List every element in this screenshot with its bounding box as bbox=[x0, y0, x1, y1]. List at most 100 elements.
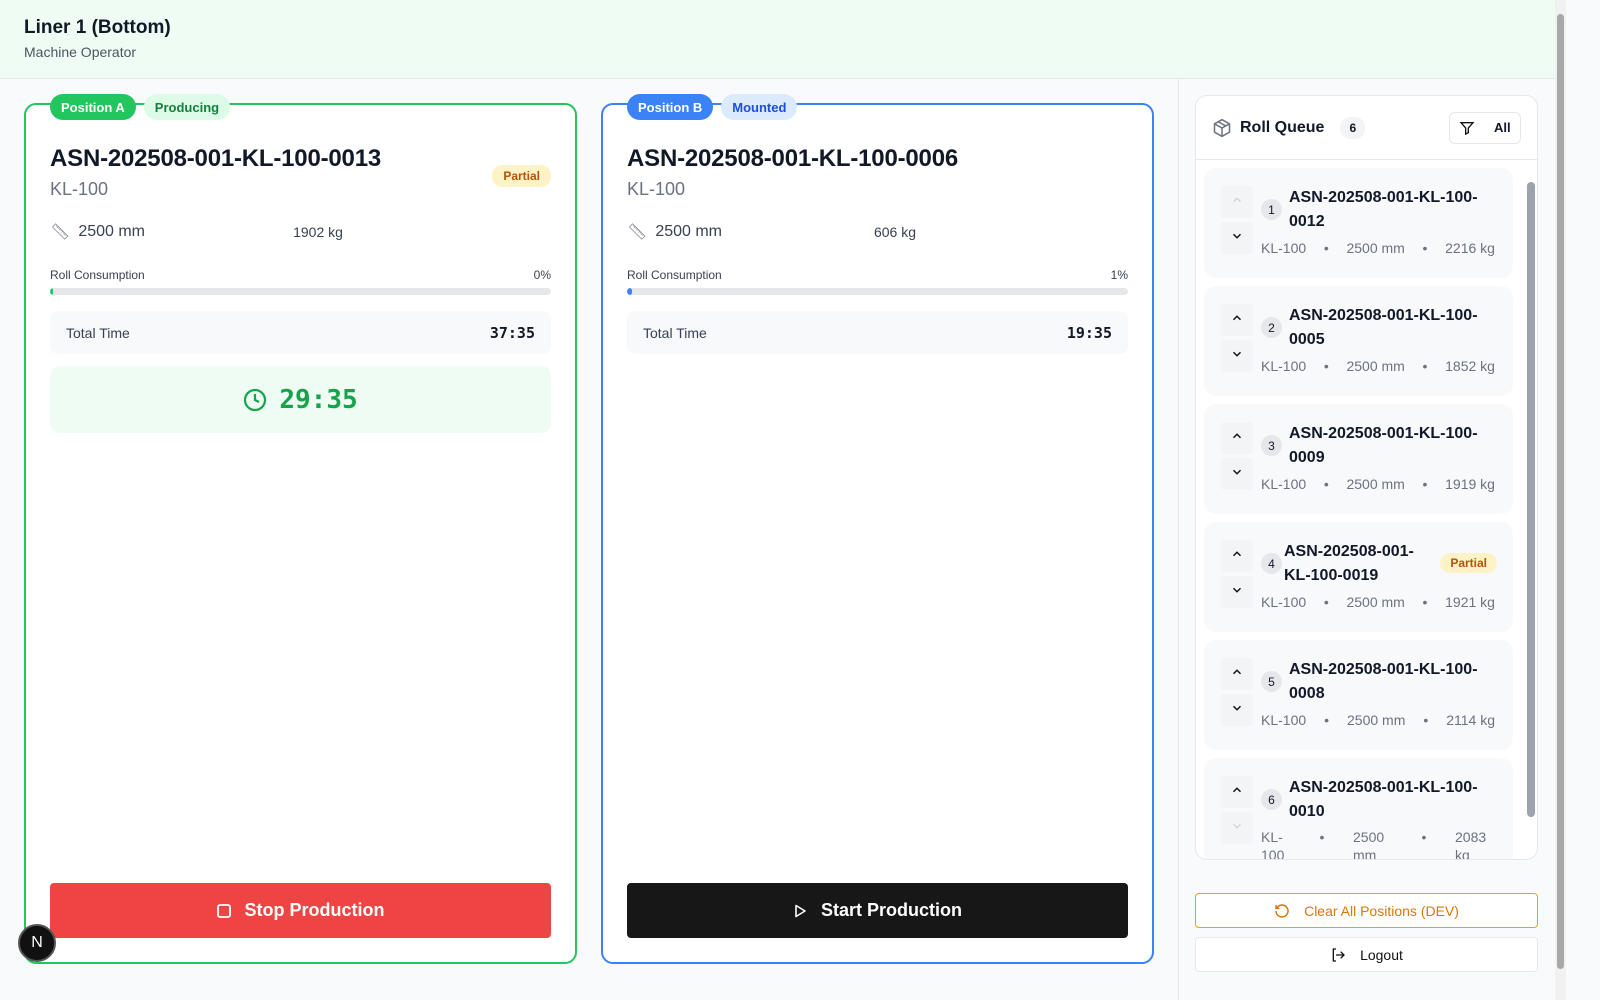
queue-scrollbar[interactable] bbox=[1527, 166, 1535, 856]
position-label: Position A bbox=[50, 94, 136, 120]
queue-type: KL-100 bbox=[1261, 358, 1307, 374]
rotate-ccw-icon bbox=[1275, 903, 1289, 918]
position-b-card: Position B Mounted ASN-202508-001-KL-100… bbox=[601, 94, 1154, 964]
chevron-up-icon bbox=[1230, 547, 1244, 566]
chevron-down-icon bbox=[1230, 347, 1244, 366]
separator: • bbox=[1422, 358, 1428, 374]
queue-asn: ASN-202508-001-KL-100-0010 bbox=[1289, 779, 1478, 820]
move-up-button[interactable] bbox=[1221, 540, 1253, 572]
roll-type: KL-100 bbox=[50, 179, 109, 199]
queue-width: 2500 mm bbox=[1346, 594, 1405, 610]
queue-width: 2500 mm bbox=[1346, 476, 1405, 492]
total-time: Total Time 37:35 bbox=[50, 311, 551, 354]
queue-panel: Roll Queue 6 All 1 ASN-202508-001-KL-100… bbox=[1178, 79, 1555, 1000]
move-up-button[interactable] bbox=[1221, 304, 1253, 336]
move-up-button[interactable] bbox=[1221, 776, 1253, 808]
total-time-label: Total Time bbox=[643, 324, 707, 341]
queue-width: 2500 mm bbox=[1346, 358, 1405, 374]
stop-icon bbox=[216, 903, 231, 918]
queue-asn: ASN-202508-001-KL-100-0005 bbox=[1289, 307, 1478, 348]
queue-list: 1 ASN-202508-001-KL-100-0012 KL-100 • 2500… bbox=[1196, 160, 1521, 859]
move-down-button[interactable] bbox=[1221, 576, 1253, 608]
clear-all-positions-button[interactable]: Clear All Positions (DEV) bbox=[1195, 893, 1538, 928]
roll-width: 2500 mm bbox=[78, 223, 146, 240]
move-down-button bbox=[1221, 812, 1253, 844]
separator: • bbox=[1422, 476, 1428, 492]
queue-width: 2500 mm bbox=[1353, 829, 1385, 859]
queue-weight: 1919 kg bbox=[1445, 476, 1495, 492]
queue-weight: 2083 kg bbox=[1455, 829, 1487, 859]
play-icon bbox=[795, 904, 806, 917]
separator: • bbox=[1421, 829, 1427, 845]
queue-width: 2500 mm bbox=[1347, 712, 1406, 728]
button-label: Clear All Positions (DEV) bbox=[1304, 902, 1459, 919]
roll-type: KL-100 bbox=[627, 179, 686, 199]
queue-weight: 1921 kg bbox=[1445, 594, 1495, 610]
queue-asn: ASN-202508-001-KL-100-0009 bbox=[1289, 425, 1478, 466]
chevron-up-icon bbox=[1230, 311, 1244, 330]
position-a-card: Position A Producing ASN-202508-001-KL-1… bbox=[24, 94, 577, 964]
stop-production-button[interactable]: Stop Production bbox=[50, 883, 551, 938]
total-time-value: 19:35 bbox=[1066, 323, 1112, 342]
start-production-button[interactable]: Start Production bbox=[627, 883, 1128, 938]
queue-item[interactable]: 1 ASN-202508-001-KL-100-0012 KL-100 • 2500… bbox=[1204, 168, 1513, 278]
move-down-button[interactable] bbox=[1221, 340, 1253, 372]
queue-weight: 2114 kg bbox=[1446, 712, 1495, 728]
separator: • bbox=[1319, 829, 1325, 845]
queue-item[interactable]: 3 ASN-202508-001-KL-100-0009 KL-100 • 2500… bbox=[1204, 404, 1513, 514]
queue-item[interactable]: 5 ASN-202508-001-KL-100-0008 KL-100 • 2500… bbox=[1204, 640, 1513, 750]
queue-asn: ASN-202508-001-KL-100-0019 bbox=[1284, 543, 1414, 584]
queue-weight: 1852 kg bbox=[1445, 358, 1495, 374]
chevron-down-icon bbox=[1230, 819, 1244, 838]
queue-asn: ASN-202508-001-KL-100-0008 bbox=[1289, 661, 1478, 702]
roll-weight: 606 kg bbox=[873, 224, 917, 240]
header: Liner 1 (Bottom) Machine Operator bbox=[0, 0, 1555, 79]
move-down-button[interactable] bbox=[1221, 458, 1253, 490]
queue-width: 2500 mm bbox=[1346, 240, 1405, 256]
roll-weight: 1902 kg bbox=[293, 224, 343, 240]
roll-queue: Roll Queue 6 All 1 ASN-202508-001-KL-100… bbox=[1195, 95, 1538, 860]
chevron-up-icon bbox=[1230, 783, 1244, 802]
move-up-button[interactable] bbox=[1221, 658, 1253, 690]
queue-position: 2 bbox=[1261, 317, 1282, 338]
total-time-value: 37:35 bbox=[489, 323, 535, 342]
consumption-bar bbox=[50, 288, 551, 295]
separator: • bbox=[1423, 712, 1429, 728]
move-up-button[interactable] bbox=[1221, 422, 1253, 454]
move-down-button[interactable] bbox=[1221, 222, 1253, 254]
package-icon bbox=[1213, 118, 1231, 137]
queue-item[interactable]: 2 ASN-202508-001-KL-100-0005 KL-100 • 2500… bbox=[1204, 286, 1513, 396]
separator: • bbox=[1422, 594, 1428, 610]
queue-item[interactable]: 6 ASN-202508-001-KL-100-0010 KL-100 • 2500… bbox=[1204, 758, 1513, 859]
status-badge: Producing bbox=[143, 94, 231, 120]
ruler-icon: 📏︎ bbox=[50, 224, 71, 241]
consumption-label: Roll Consumption bbox=[627, 268, 722, 282]
button-label: Start Production bbox=[820, 900, 962, 920]
roll-asn: ASN-202508-001-KL-100-0013 bbox=[50, 145, 381, 172]
filter-label: All bbox=[1494, 120, 1511, 135]
queue-weight: 2216 kg bbox=[1445, 240, 1495, 256]
consumption-bar bbox=[627, 288, 1128, 295]
separator: • bbox=[1422, 240, 1428, 256]
roll-width: 2500 mm bbox=[655, 223, 723, 240]
chevron-down-icon bbox=[1230, 583, 1244, 602]
position-label: Position B bbox=[627, 94, 714, 120]
partial-badge: Partial bbox=[492, 165, 551, 187]
total-time: Total Time 19:35 bbox=[627, 311, 1128, 354]
queue-count: 6 bbox=[1340, 116, 1366, 139]
page-scrollbar[interactable] bbox=[1555, 0, 1566, 1000]
queue-asn: ASN-202508-001-KL-100-0012 bbox=[1289, 189, 1478, 230]
chevron-down-icon bbox=[1230, 465, 1244, 484]
move-down-button[interactable] bbox=[1221, 694, 1253, 726]
logout-button[interactable]: Logout bbox=[1195, 937, 1538, 972]
filter-button[interactable]: All bbox=[1449, 111, 1521, 144]
separator: • bbox=[1323, 358, 1329, 374]
queue-item[interactable]: 4 ASN-202508-001-KL-100-0019 Partial KL-… bbox=[1204, 522, 1513, 632]
dev-tools-badge[interactable]: N bbox=[18, 924, 56, 962]
partial-badge: Partial bbox=[1440, 553, 1497, 573]
separator: • bbox=[1323, 240, 1329, 256]
clock-icon bbox=[244, 388, 267, 411]
consumption-value: 0% bbox=[533, 268, 551, 282]
queue-type: KL-100 bbox=[1261, 240, 1307, 256]
queue-type: KL-100 bbox=[1261, 476, 1307, 492]
